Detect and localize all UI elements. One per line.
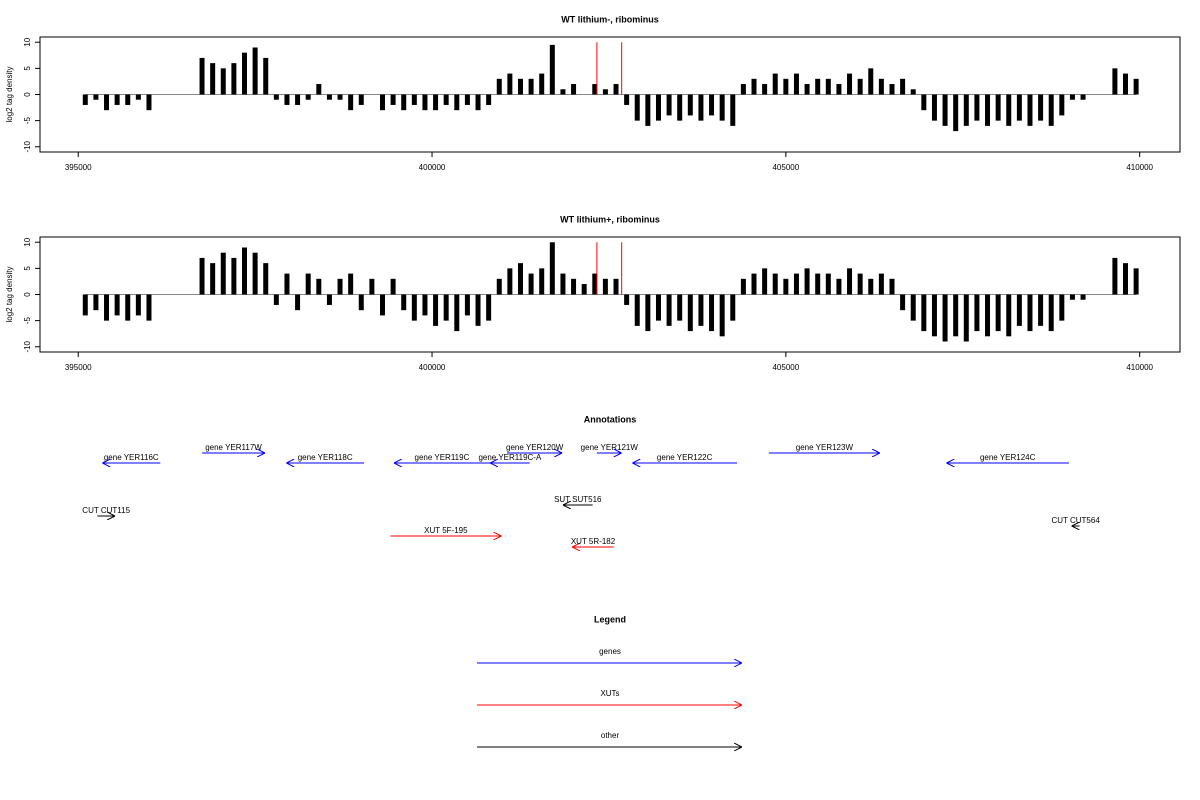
feature-label: gene YER121W [581,443,639,452]
y-tick-label: -5 [23,117,32,125]
panel-title: WT lithium-, ribominus [561,14,659,24]
y-axis-label: log2 tag density [5,266,14,322]
feature-label: CUT CUT115 [82,506,130,515]
feature-label: XUT 5R-182 [571,537,616,546]
feature-label: CUT CUT564 [1051,516,1100,525]
legend-label: other [601,731,620,740]
legend-label: XUTs [600,689,619,698]
y-axis-label: log2 tag density [5,66,14,122]
x-tick-label: 410000 [1126,363,1153,372]
feature-label: gene YER123W [796,443,854,452]
x-tick-label: 400000 [419,163,446,172]
x-tick-label: 405000 [772,363,799,372]
y-tick-label: 5 [23,66,32,71]
y-tick-label: 5 [23,266,32,271]
y-tick-label: -10 [23,140,32,152]
y-tick-label: 10 [23,237,32,246]
feature-label: SUT SUT516 [554,495,602,504]
y-tick-label: 0 [23,292,32,297]
feature-label: gene YER120W [506,443,564,452]
feature-label: gene YER116C [104,453,159,462]
y-tick-label: -5 [23,317,32,325]
feature-label: gene YER118C [298,453,353,462]
y-tick-label: 10 [23,37,32,46]
x-tick-label: 395000 [65,163,92,172]
x-tick-label: 405000 [772,163,799,172]
x-tick-label: 410000 [1126,163,1153,172]
x-tick-label: 395000 [65,363,92,372]
feature-label: gene YER119C-A [478,453,542,462]
feature-label: XUT 5F-195 [424,526,468,535]
y-tick-label: -10 [23,340,32,352]
y-tick-label: 0 [23,92,32,97]
panel-title: WT lithium+, ribominus [560,214,660,224]
feature-label: gene YER117W [205,443,262,452]
panel-title: Annotations [584,414,637,424]
x-tick-label: 400000 [419,363,446,372]
legend-label: genes [599,647,621,656]
feature-label: gene YER124C [980,453,1036,462]
feature-label: gene YER122C [657,453,713,462]
feature-label: gene YER119C [415,453,470,462]
legend-title: Legend [594,614,626,624]
